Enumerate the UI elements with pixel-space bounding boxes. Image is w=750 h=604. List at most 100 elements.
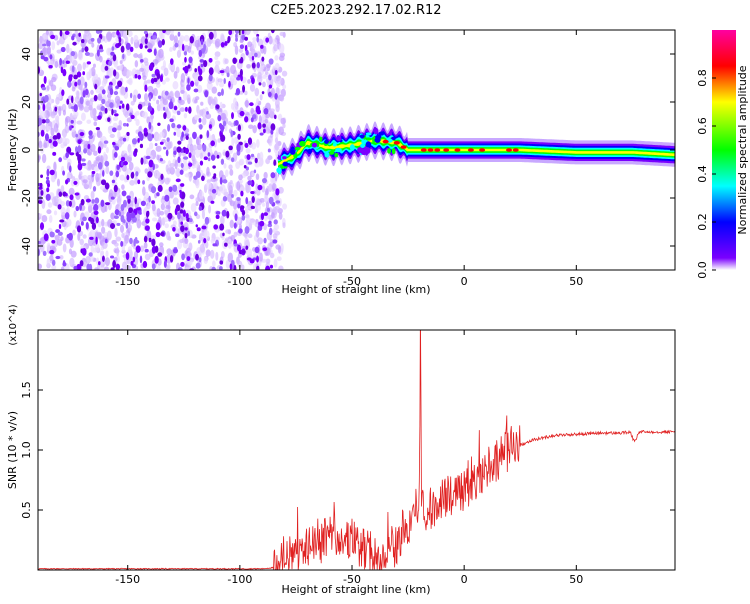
noise-blob [269,241,274,248]
noise-blob [116,164,120,171]
noise-blob [119,64,123,71]
noise-blob [242,84,246,93]
noise-blob [117,196,122,206]
noise-blob [113,91,119,96]
noise-blob [144,93,148,102]
noise-blob [215,211,221,215]
noise-blob [49,169,55,176]
signal-blob [311,142,318,148]
noise-blob [79,131,85,137]
noise-blob [244,90,248,96]
peak-point [467,148,474,152]
noise-blob [139,255,143,264]
noise-blob [173,146,178,152]
noise-blob [182,209,186,217]
noise-blob [241,250,246,254]
noise-blob [208,67,214,76]
noise-blob [42,43,47,47]
noise-blob [79,203,82,211]
noise-blob [230,122,235,128]
noise-blob [198,233,203,242]
noise-blob [109,255,115,259]
noise-blob [148,159,154,168]
noise-blob [250,107,255,115]
noise-blob [233,189,238,197]
noise-blob [56,178,61,187]
noise-blob [69,238,74,248]
noise-blob [164,189,171,196]
signal-blob [375,134,382,140]
noise-blob [173,150,177,155]
noise-blob [109,133,115,138]
noise-blob [114,242,119,247]
noise-blob [273,44,279,52]
noise-blob [96,49,100,57]
noise-blob [194,68,198,73]
noise-blob [252,30,259,35]
noise-blob [93,150,98,156]
y-tick-label: 0 [20,147,33,154]
noise-blob [239,44,245,50]
noise-blob [268,35,273,45]
noise-blob [274,93,278,100]
noise-blob [142,75,147,81]
signal-blob [328,150,335,155]
noise-blob [179,107,186,112]
noise-blob [137,74,142,80]
noise-blob [246,248,253,257]
noise-blob [174,90,181,99]
noise-blob [225,66,230,75]
noise-blob [250,205,256,210]
noise-blob [120,86,125,95]
signal-blob [378,131,385,136]
noise-blob [203,237,207,244]
noise-blob [157,184,163,193]
noise-blob [182,125,187,131]
noise-blob [79,96,84,105]
noise-blob [236,197,241,202]
noise-blob [126,131,130,137]
noise-blob [82,90,86,98]
noise-blob [47,40,51,47]
noise-blob [101,241,108,249]
noise-blob [251,218,256,225]
noise-blob [80,221,84,226]
noise-blob [94,197,100,204]
noise-blob [159,30,163,40]
noise-blob [142,186,146,196]
noise-blob [219,260,224,265]
noise-blob [165,144,171,151]
noise-blob [268,84,273,89]
noise-blob [75,205,80,212]
noise-blob [163,260,167,268]
noise-blob [238,158,245,166]
noise-blob [88,179,92,190]
noise-blob [265,200,270,210]
noise-blob [263,108,269,115]
noise-blob [159,242,164,247]
noise-blob [244,142,249,148]
noise-blob [53,123,59,133]
noise-blob [77,162,83,171]
noise-blob [109,170,114,176]
noise-blob [164,223,169,229]
noise-blob [46,187,50,193]
noise-blob [172,184,178,192]
noise-blob [241,30,245,35]
noise-blob [120,240,124,247]
noise-blob [91,42,95,48]
noise-blob [180,221,184,225]
noise-blob [201,225,207,230]
noise-blob [190,202,197,213]
signal-blob [282,161,289,167]
noise-blob [93,160,98,166]
noise-blob [260,212,265,221]
noise-blob [76,90,80,100]
noise-blob [214,38,221,48]
noise-blob [122,137,127,142]
noise-blob [220,158,225,165]
noise-blob [178,96,182,101]
noise-blob [247,79,251,84]
x-tick-label: -100 [227,573,252,586]
noise-blob [102,255,105,262]
